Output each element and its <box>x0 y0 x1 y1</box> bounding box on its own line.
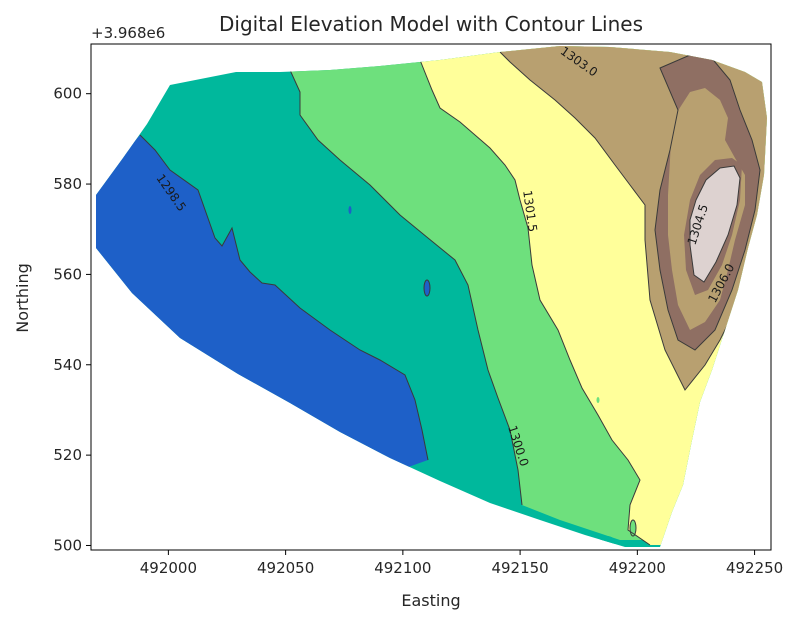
contour-line <box>139 134 429 461</box>
x-axis-label: Easting <box>401 591 460 610</box>
band-fill <box>596 397 600 403</box>
contour-line <box>423 279 431 297</box>
contour-lines <box>139 51 761 546</box>
contour-line <box>689 165 741 283</box>
x-tick-label: 492050 <box>257 559 314 577</box>
x-tick-label: 492200 <box>609 559 666 577</box>
x-tick-label: 492150 <box>491 559 548 577</box>
contour-line <box>289 69 523 506</box>
x-tick-label: 492100 <box>374 559 431 577</box>
y-axis-ticks: 500 520 540 560 580 600 <box>53 85 91 554</box>
x-tick-label: 492250 <box>726 559 783 577</box>
contour-fills <box>96 46 767 547</box>
y-axis-label: Northing <box>13 263 32 333</box>
band-fill <box>424 280 430 296</box>
band-fill <box>690 166 740 282</box>
band-fill <box>96 135 428 470</box>
contour-line <box>629 519 637 537</box>
contour-line <box>419 59 651 546</box>
x-axis-ticks: 492000 492050 492100 492150 492200 492250 <box>140 550 783 577</box>
axes-frame <box>90 43 772 551</box>
contour-label: 1301.5 <box>520 189 540 233</box>
x-tick-label: 492000 <box>140 559 197 577</box>
contour-line <box>499 51 749 391</box>
y-tick-label: 580 <box>53 175 82 193</box>
band-fill <box>348 206 352 214</box>
y-tick-label: 560 <box>53 265 82 283</box>
y-tick-label: 540 <box>53 356 82 374</box>
chart-title: Digital Elevation Model with Contour Lin… <box>219 12 643 36</box>
y-tick-label: 600 <box>53 85 82 103</box>
y-tick-label: 520 <box>53 446 82 464</box>
y-offset-text: +3.968e6 <box>91 24 165 42</box>
contour-line <box>654 54 761 351</box>
y-tick-label: 500 <box>53 536 82 554</box>
